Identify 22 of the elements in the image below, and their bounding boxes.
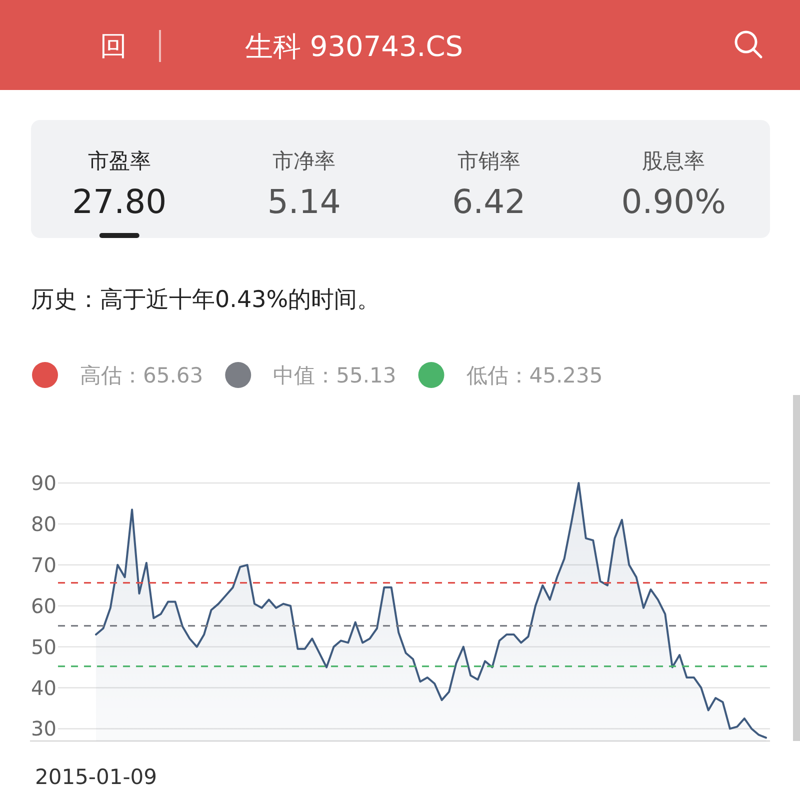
text: 股息率 xyxy=(642,149,706,173)
text: 市净率 xyxy=(272,149,336,173)
chart-title: 生科 930743.CS xyxy=(245,30,464,63)
text: 6.42 xyxy=(452,182,526,221)
y-tick-label: 40 xyxy=(31,676,56,700)
text: 历史：高于近十年0.43%的时间。 xyxy=(31,287,380,313)
y-tick-label: 70 xyxy=(31,552,56,577)
text: 0.90% xyxy=(621,182,726,221)
y-tick-label: 90 xyxy=(31,471,56,495)
legend-label: 低估：45.235 xyxy=(466,363,603,388)
text: 27.80 xyxy=(72,182,167,221)
text: 5.14 xyxy=(267,182,341,221)
y-tick-label: 60 xyxy=(31,594,56,618)
text: 市销率 xyxy=(457,149,520,173)
y-tick-label: 50 xyxy=(31,634,56,659)
legend-label: 高估：65.63 xyxy=(80,363,204,388)
text: 市盈率 xyxy=(88,149,151,173)
y-tick-label: 30 xyxy=(31,716,56,741)
x-tick-label: 2015-01-09 xyxy=(34,765,158,789)
text: 回 xyxy=(100,31,127,62)
legend-label: 中值：55.13 xyxy=(273,363,396,388)
y-tick-label: 80 xyxy=(31,512,56,536)
